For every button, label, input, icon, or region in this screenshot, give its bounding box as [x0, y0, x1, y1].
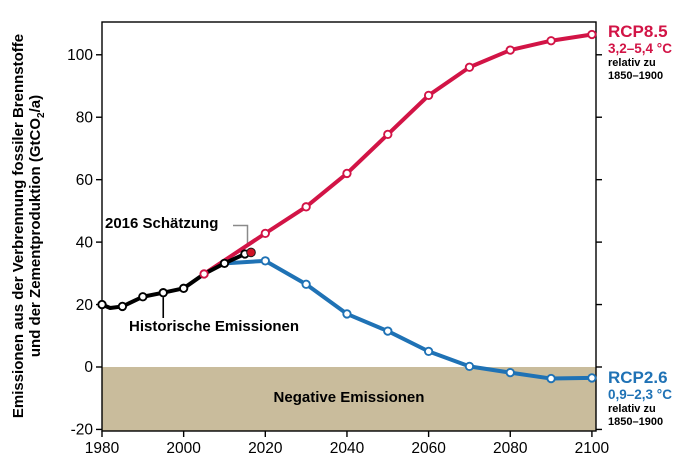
marker-rcp8-5	[260, 228, 270, 239]
y-tick-label: 0	[84, 359, 93, 376]
x-tick-label: 2060	[411, 440, 446, 457]
marker-rcp2-6	[383, 326, 393, 336]
annotation-negative-emissions: Negative Emissionen	[273, 389, 425, 406]
x-tick-label: 2000	[166, 440, 201, 457]
legend-rcp26-relative-line2: 1850–1900	[608, 415, 664, 428]
marker-rcp2-6	[505, 367, 515, 378]
marker-rcp8-5	[301, 202, 311, 212]
y-tick-label: 40	[76, 234, 94, 251]
marker-historische-emissionen	[117, 301, 128, 312]
y-tick-label: 60	[76, 172, 94, 189]
marker-rcp2-6	[464, 361, 475, 372]
x-tick-label: 2040	[330, 440, 365, 457]
marker-rcp8-5	[546, 36, 556, 46]
legend-rcp85-range: 3,2–5,4 °C	[608, 41, 672, 56]
y-tick-label: -20	[71, 422, 94, 439]
marker-rcp2-6	[546, 373, 556, 384]
legend-rcp85-name: RCP8.5	[608, 22, 668, 41]
x-tick-label: 1980	[85, 440, 120, 457]
legend-rcp85-relative-line2: 1850–1900	[608, 69, 664, 82]
marker-historische-emissionen	[179, 283, 189, 293]
y-axis-title-line2: und der Zementproduktion (GtCO	[27, 117, 44, 358]
marker-rcp8-5	[383, 129, 393, 140]
y-tick-label: 20	[76, 297, 94, 314]
marker-rcp8-5	[464, 62, 475, 72]
marker-rcp2-6	[587, 373, 597, 383]
legend-rcp26-range: 0,9–2,3 °C	[608, 387, 672, 402]
marker-historische-emissionen	[219, 258, 230, 268]
x-tick-label: 2100	[575, 440, 610, 457]
marker-rcp8-5	[423, 90, 434, 101]
marker-historische-emissionen	[158, 288, 168, 298]
marker-rcp2-6	[260, 256, 270, 266]
y-axis-title: Emissionen aus der Verbrennung fossiler …	[10, 33, 47, 419]
marker-rcp8-5	[587, 29, 597, 40]
legend-rcp85: RCP8.5 3,2–5,4 °C relativ zu 1850–1900	[608, 22, 672, 82]
marker-historische-emissionen	[138, 292, 148, 302]
y-tick-label: 100	[67, 47, 93, 64]
annotation-historical-emissions: Historische Emissionen	[129, 318, 300, 335]
y-axis-title-line1: Emissionen aus der Verbrennung fossiler …	[10, 33, 27, 419]
x-tick-label: 2020	[248, 440, 283, 457]
y-tick-label: 80	[76, 109, 94, 126]
marker-rcp2-6	[342, 309, 352, 319]
legend-rcp26-name: RCP2.6	[608, 368, 668, 387]
plot-border	[101, 21, 597, 432]
series-line-rcp2-6	[222, 258, 594, 381]
estimate-2016-connector	[233, 224, 249, 246]
marker-rcp8-5	[505, 45, 515, 55]
legend-rcp26-relative-line1: relativ zu	[608, 403, 656, 415]
marker-historische-emissionen	[97, 299, 107, 310]
estimate-2016-dot	[246, 247, 256, 258]
marker-rcp2-6	[423, 346, 434, 357]
negative-emissions-band	[102, 366, 596, 431]
legend-rcp26: RCP2.6 0,9–2,3 °C relativ zu 1850–1900	[608, 368, 672, 428]
series-line-rcp8-5	[202, 32, 594, 276]
x-tick-label: 2080	[493, 440, 528, 457]
legend-rcp85-relative-line1: relativ zu	[608, 57, 656, 69]
annotation-2016-estimate: 2016 Schätzung	[105, 215, 219, 232]
marker-rcp8-5	[199, 269, 209, 279]
marker-rcp2-6	[301, 279, 311, 289]
marker-rcp8-5	[342, 168, 352, 179]
